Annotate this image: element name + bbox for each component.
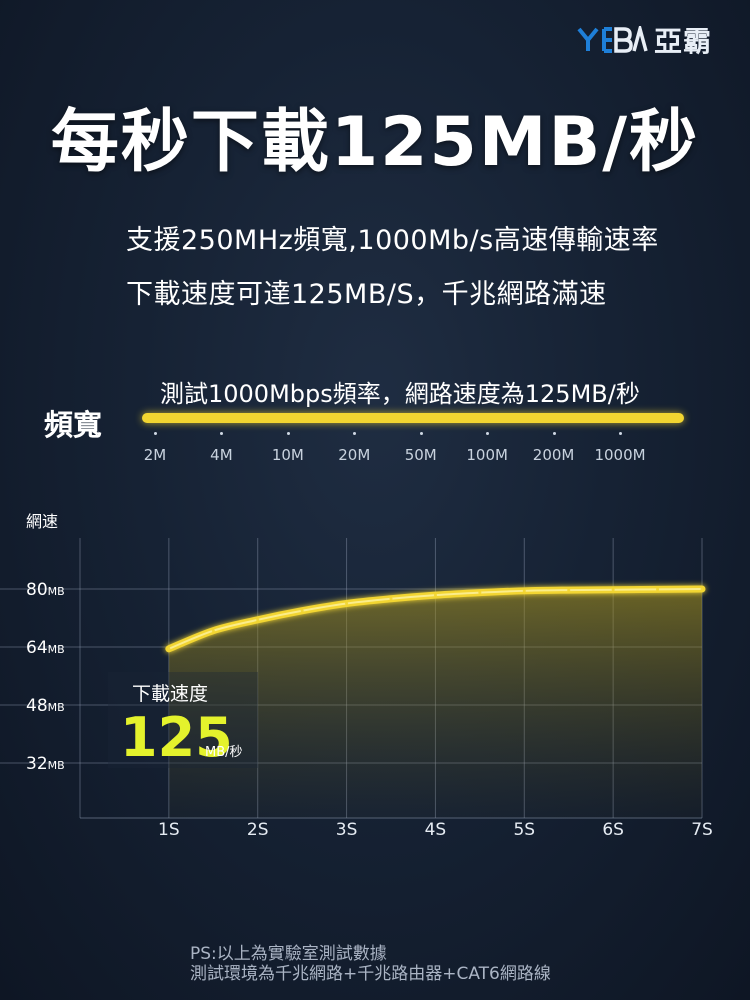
bandwidth-tick-dot: [486, 432, 490, 435]
bandwidth-tick-dot: [419, 432, 423, 435]
y-tick-label: 48MB: [26, 696, 65, 716]
y-axis-ticks: 80MB 64MB 48MB 32MB: [26, 580, 65, 774]
bandwidth-tick-label: 4M: [210, 446, 233, 464]
callout-value: 125: [120, 706, 233, 769]
bandwidth-tick-label: 50M: [404, 446, 437, 464]
subtitle-line-2: 下載速度可達125MB/S，千兆網路滿速: [126, 279, 607, 310]
footnote-line-2: 測試環境為千兆網路+千兆路由器+CAT6網路線: [190, 964, 551, 984]
speed-point: [389, 597, 393, 601]
callout-label: 下載速度: [132, 683, 208, 705]
x-tick-label: 1S: [158, 820, 180, 840]
bandwidth-tick-dot: [154, 432, 157, 435]
bandwidth-label: 頻寬: [44, 408, 103, 442]
speed-point: [567, 588, 571, 592]
callout-unit: MB/秒: [205, 745, 243, 760]
speed-point: [700, 587, 704, 591]
speed-point: [611, 588, 615, 592]
subtitle-line-1: 支援250MHz頻寬,1000Mb/s高速傳輸速率: [126, 225, 659, 256]
footnote-line-1: PS:以上為實驗室測試數據: [190, 944, 387, 964]
x-axis-ticks: 1S 2S 3S 4S 5S 6S 7S: [158, 820, 713, 840]
bandwidth-bar: [142, 413, 684, 423]
bandwidth-note: 測試1000Mbps頻率，網路速度為125MB/秒: [160, 380, 640, 408]
x-tick-label: 2S: [247, 820, 269, 840]
speed-point: [433, 593, 437, 597]
bandwidth-tick-dot: [353, 432, 357, 435]
brand-name: 亞霸: [653, 25, 712, 58]
footnote: PS:以上為實驗室測試數據 測試環境為千兆網路+千兆路由器+CAT6網路線: [190, 944, 551, 984]
x-tick-label: 7S: [691, 820, 713, 840]
page-title: 每秒下載125MB/秒: [50, 103, 700, 182]
x-tick-label: 5S: [513, 820, 535, 840]
bandwidth-tick-dot: [619, 432, 622, 435]
bandwidth-tick-label: 1000M: [594, 446, 646, 464]
bandwidth-tick-label: 2M: [143, 446, 167, 464]
x-tick-label: 6S: [602, 820, 624, 840]
speed-point: [478, 591, 482, 595]
y-tick-label: 80MB: [26, 580, 65, 600]
speed-area: [168, 589, 702, 818]
bandwidth-tick-dot: [220, 432, 224, 435]
speed-point: [256, 618, 260, 622]
speed-point: [345, 602, 349, 605]
bandwidth-tick-label: 200M: [532, 446, 575, 464]
speed-points: [167, 587, 704, 651]
bandwidth-tick-dot: [552, 432, 556, 435]
brand-logo: 亞霸: [576, 20, 712, 60]
bandwidth-tick-label: 100M: [466, 446, 508, 464]
y-tick-label: 32MB: [26, 754, 65, 774]
yjba-logo-icon: [577, 26, 648, 53]
callout-box: [108, 672, 258, 768]
bandwidth-tick-dot: [286, 432, 290, 435]
y-axis-title: 網速: [26, 512, 58, 531]
speed-point: [300, 609, 304, 613]
y-tick-label: 64MB: [26, 638, 65, 658]
x-tick-label: 3S: [336, 820, 358, 840]
x-tick-label: 4S: [425, 820, 447, 840]
speed-point: [522, 589, 526, 593]
bandwidth-tick-label: 10M: [271, 446, 304, 464]
speed-point: [167, 647, 171, 651]
bandwidth-tick-label: 20M: [338, 446, 371, 464]
speed-point: [656, 587, 660, 591]
speed-point: [211, 629, 215, 633]
